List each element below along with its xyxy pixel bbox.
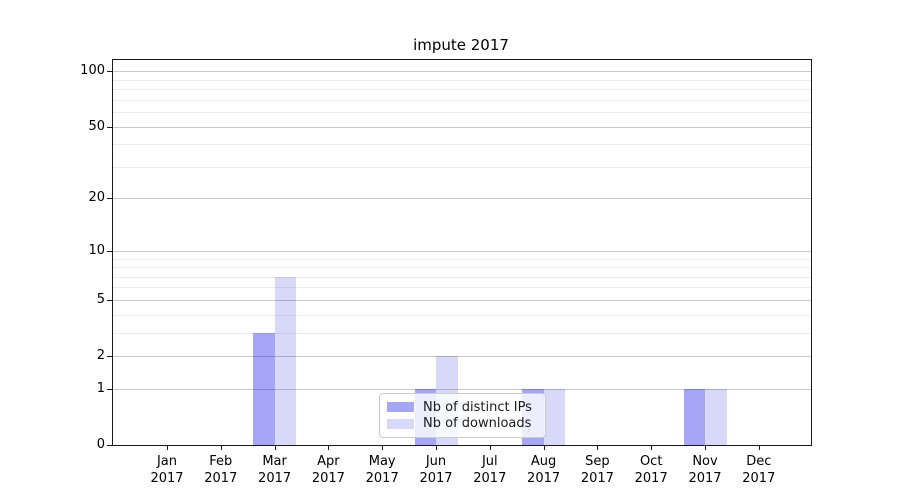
bar-downloads	[274, 276, 297, 445]
y-axis-tick-label: 10	[88, 242, 105, 258]
bar-distinct-ips	[253, 332, 275, 445]
gridline-minor	[113, 314, 811, 316]
x-axis-tick-label: Feb 2017	[204, 454, 238, 486]
bar-downloads	[543, 388, 566, 445]
gridline-major	[113, 71, 811, 73]
x-tick-mark	[220, 445, 222, 450]
x-axis-tick-label: Dec 2017	[742, 454, 776, 486]
x-tick-mark	[758, 445, 760, 450]
legend: Nb of distinct IPs Nb of downloads	[379, 393, 546, 438]
x-tick-mark	[651, 445, 653, 450]
gridline-minor	[113, 166, 811, 168]
y-tick-mark	[107, 250, 112, 252]
gridline-major	[113, 388, 811, 390]
gridline-minor	[113, 144, 811, 146]
x-axis-tick-label: Mar 2017	[258, 454, 292, 486]
y-axis-tick-label: 5	[96, 291, 105, 307]
plot-area: Jan 2017 Feb 2017 Mar 2017 Apr 2017 May 2017 Jun 20…	[80, 59, 812, 486]
y-tick-mark	[107, 126, 112, 128]
x-tick-mark	[167, 445, 168, 450]
gridline-minor	[113, 112, 811, 114]
x-tick-mark	[489, 445, 491, 450]
x-tick-mark	[328, 445, 330, 450]
x-axis-tick-label: Sep 2017	[580, 454, 614, 486]
gridline-minor	[113, 79, 811, 81]
x-tick-mark	[436, 445, 437, 450]
gridline-major	[113, 250, 811, 252]
x-axis-tick-label: Jun 2017	[419, 454, 453, 486]
y-axis-tick-label: 1	[96, 380, 105, 396]
y-tick-mark	[107, 71, 112, 73]
legend-swatch	[387, 418, 414, 429]
x-axis-tick-label: May 2017	[365, 454, 399, 486]
x-tick-mark	[382, 445, 384, 450]
gridline-major	[113, 126, 811, 128]
y-axis-tick-label: 20	[88, 190, 105, 206]
y-tick-mark	[107, 356, 112, 357]
gridline-major	[113, 198, 811, 200]
gridline-minor	[113, 258, 811, 260]
gridline-minor	[113, 276, 811, 278]
y-axis-tick-label: 100	[80, 63, 105, 79]
y-axis-tick-label: 0	[96, 437, 105, 452]
chart-title: impute 2017	[413, 36, 509, 54]
legend-label: Nb of downloads	[423, 416, 532, 432]
gridline-minor	[113, 99, 811, 101]
x-tick-mark	[543, 445, 545, 450]
gridline-minor	[113, 267, 811, 268]
bar-downloads	[705, 388, 727, 445]
x-axis-tick-label: Nov 2017	[688, 454, 722, 486]
gridline-major	[113, 299, 811, 301]
bar-distinct-ips	[683, 388, 705, 445]
x-tick-mark	[705, 445, 706, 450]
legend-entry: Nb of downloads	[387, 416, 537, 431]
y-axis-tick-label: 2	[96, 348, 105, 363]
legend-label: Nb of distinct IPs	[423, 399, 532, 415]
legend-entry: Nb of distinct IPs	[387, 400, 537, 415]
y-tick-mark	[107, 445, 112, 446]
x-axis-tick-label: Jul 2017	[473, 454, 507, 486]
gridline-minor	[113, 89, 811, 91]
x-axis-tick-label: Apr 2017	[311, 454, 345, 486]
gridline-minor	[113, 332, 811, 334]
x-axis-tick-label: Jan 2017	[150, 454, 184, 486]
y-axis-tick-label: 50	[88, 118, 105, 134]
x-axis-tick-label: Aug 2017	[527, 454, 561, 486]
y-tick-mark	[107, 198, 112, 200]
y-tick-mark	[107, 388, 112, 390]
legend-swatch	[387, 402, 414, 413]
y-tick-mark	[107, 299, 112, 301]
x-tick-mark	[597, 445, 599, 450]
gridline-major	[113, 356, 811, 357]
x-tick-mark	[274, 445, 276, 450]
x-axis-tick-label: Oct 2017	[634, 454, 668, 486]
gridline-minor	[113, 287, 811, 289]
